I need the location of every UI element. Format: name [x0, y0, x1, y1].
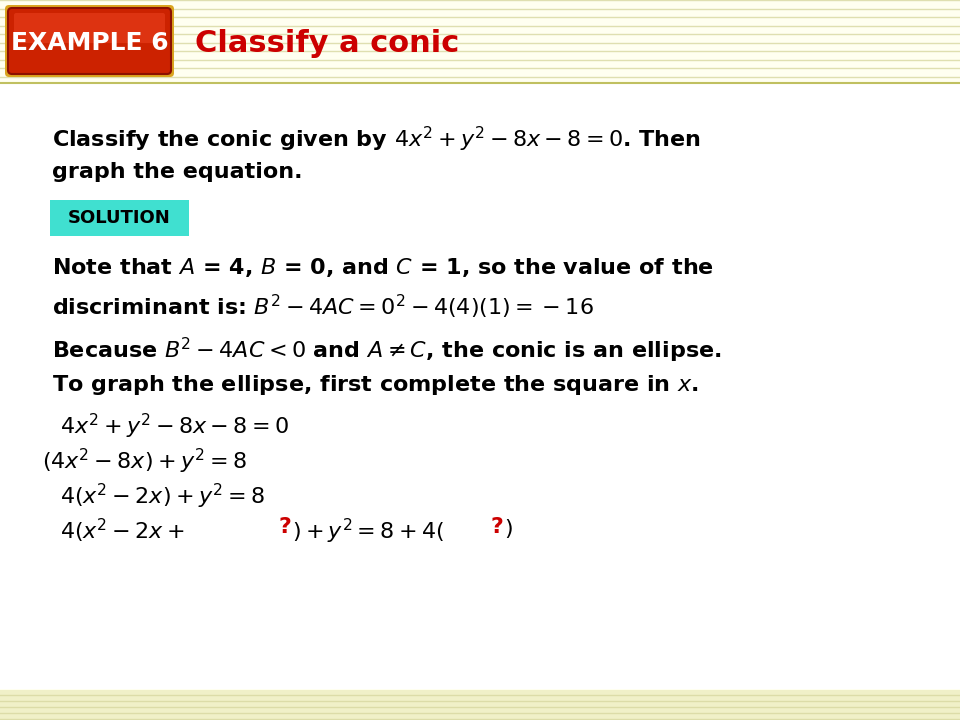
FancyBboxPatch shape — [0, 0, 960, 85]
FancyBboxPatch shape — [0, 690, 960, 720]
Text: $4(x^2 - 2x) + y^2 = 8$: $4(x^2 - 2x) + y^2 = 8$ — [60, 482, 265, 511]
FancyBboxPatch shape — [50, 200, 189, 236]
Text: $4(x^2 - 2x +\ $: $4(x^2 - 2x +\ $ — [60, 517, 184, 545]
Text: Classify the conic given by $4x^2 + y^2 - 8x - 8 = 0$. Then: Classify the conic given by $4x^2 + y^2 … — [52, 125, 701, 154]
Text: EXAMPLE 6: EXAMPLE 6 — [11, 31, 168, 55]
Text: graph the equation.: graph the equation. — [52, 162, 302, 182]
Text: To graph the ellipse, first complete the square in $x$.: To graph the ellipse, first complete the… — [52, 373, 699, 397]
Text: SOLUTION: SOLUTION — [68, 209, 171, 227]
Text: discriminant is: $B^2 - 4AC = 0^2 - 4(4)(1) = -16$: discriminant is: $B^2 - 4AC = 0^2 - 4(4)… — [52, 293, 593, 321]
Text: ?: ? — [278, 517, 291, 537]
Text: Classify a conic: Classify a conic — [195, 29, 459, 58]
FancyBboxPatch shape — [8, 8, 171, 74]
Text: Note that $A$ = 4, $B$ = 0, and $C$ = 1, so the value of the: Note that $A$ = 4, $B$ = 0, and $C$ = 1,… — [52, 256, 714, 279]
Text: Because $B^2 - 4AC < 0$ and $A \neq C$, the conic is an ellipse.: Because $B^2 - 4AC < 0$ and $A \neq C$, … — [52, 336, 722, 365]
Text: $(4x^2 - 8x) + y^2 = 8$: $(4x^2 - 8x) + y^2 = 8$ — [42, 447, 247, 476]
FancyBboxPatch shape — [5, 5, 174, 77]
FancyBboxPatch shape — [14, 13, 165, 43]
Text: ?: ? — [490, 517, 503, 537]
Text: $4x^2 + y^2 - 8x - 8 = 0$: $4x^2 + y^2 - 8x - 8 = 0$ — [60, 412, 289, 441]
FancyBboxPatch shape — [0, 84, 960, 689]
Text: $) + y^2 = 8 + 4($: $) + y^2 = 8 + 4($ — [292, 517, 444, 546]
Text: $)$: $)$ — [504, 517, 513, 540]
